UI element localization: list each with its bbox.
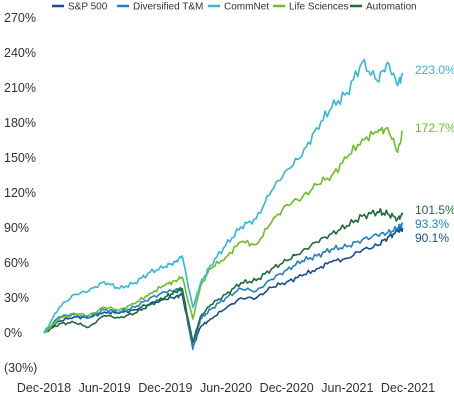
y-tick-label: 0% bbox=[4, 326, 22, 340]
y-tick-label: 210% bbox=[4, 81, 36, 95]
y-tick-label: 180% bbox=[4, 116, 36, 130]
end-label-commnet: 223.0% bbox=[415, 63, 454, 77]
x-axis: Dec-2018 Jun-2019 Dec-2019 Jun-2020 Dec-2020… bbox=[17, 381, 435, 395]
x-tick-label: Dec-2021 bbox=[381, 381, 435, 395]
y-tick-label: 90% bbox=[4, 221, 29, 235]
y-tick-label: 150% bbox=[4, 151, 36, 165]
series-line-sandp-500 bbox=[43, 225, 404, 348]
x-tick-label: Jun-2020 bbox=[200, 381, 252, 395]
x-tick-label: Dec-2018 bbox=[17, 381, 71, 395]
y-axis: 270% 240% 210% 180% 150% 120% 90% 60% 30% 0% (30%) bbox=[4, 11, 37, 375]
y-tick-label: (30%) bbox=[4, 361, 37, 375]
x-tick-label: Jun-2019 bbox=[79, 381, 131, 395]
end-label-sandp-500: 90.1% bbox=[415, 231, 449, 245]
x-tick-label: Dec-2020 bbox=[260, 381, 314, 395]
legend-label-life-sciences: Life Sciences bbox=[289, 2, 348, 13]
series-line-automation bbox=[43, 208, 404, 344]
end-label-life-sciences: 172.7% bbox=[415, 121, 454, 135]
y-tick-label: 30% bbox=[4, 291, 29, 305]
legend-label-commnet: CommNet bbox=[224, 2, 269, 13]
series-line-life-sciences bbox=[43, 126, 404, 334]
end-label-automation: 101.5% bbox=[415, 203, 454, 217]
y-tick-label: 240% bbox=[4, 46, 36, 60]
x-tick-label: Dec-2019 bbox=[138, 381, 192, 395]
plot-area bbox=[43, 58, 404, 351]
y-tick-label: 270% bbox=[4, 11, 36, 25]
legend-label-automation: Automation bbox=[366, 2, 417, 13]
y-tick-label: 120% bbox=[4, 186, 36, 200]
end-labels: 90.1%93.3% 223.0% 172.7% 101.5% bbox=[415, 63, 454, 245]
series-line-diversified-tandm bbox=[43, 222, 404, 351]
series-line-commnet bbox=[43, 58, 404, 334]
legend-label-sandp-500: S&P 500 bbox=[68, 2, 108, 13]
legend: S&P 500 Diversified T&M CommNet Life Scienc… bbox=[52, 2, 417, 13]
end-label-diversified-tandm: 93.3% bbox=[415, 217, 449, 231]
legend-label-diversified-tandm: Diversified T&M bbox=[133, 2, 203, 13]
y-tick-label: 60% bbox=[4, 256, 29, 270]
x-tick-label: Jun-2021 bbox=[321, 381, 373, 395]
